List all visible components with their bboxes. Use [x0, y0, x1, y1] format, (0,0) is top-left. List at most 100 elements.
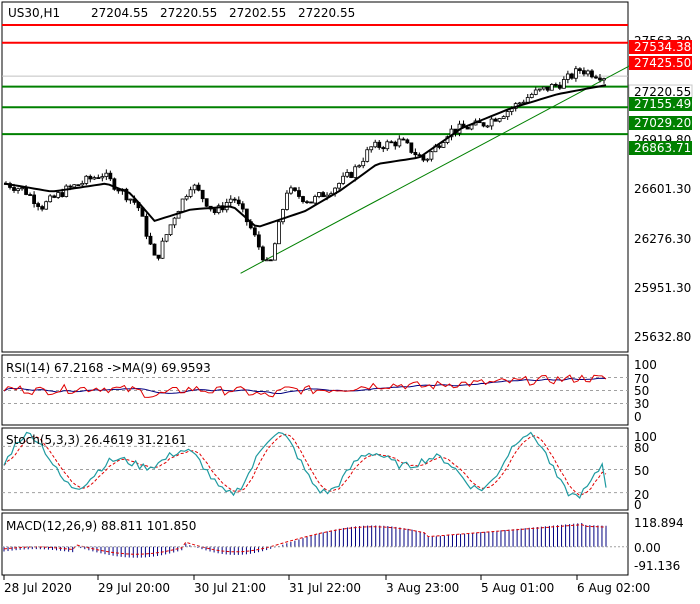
stochastic-series-layer	[2, 431, 628, 500]
rsi-tick: 50	[634, 384, 649, 398]
stoch-tick: 0	[634, 498, 642, 512]
candle-body	[353, 166, 358, 178]
candle-body	[413, 152, 418, 156]
candle-body	[232, 198, 237, 201]
candle-body	[293, 187, 297, 191]
rsi-tick: 70	[634, 372, 649, 386]
candle-body	[228, 198, 233, 203]
candle-body	[297, 190, 301, 197]
candle-body	[44, 201, 49, 210]
candle-body	[578, 68, 582, 72]
level-tag-bg	[629, 97, 692, 111]
candle-body	[285, 192, 289, 210]
candle-body	[212, 208, 217, 214]
candle-body	[553, 84, 558, 86]
candle-body	[36, 203, 41, 207]
candle-body	[481, 122, 486, 127]
candle-body	[489, 118, 494, 127]
candle-body	[429, 151, 434, 160]
candle-body	[80, 183, 85, 186]
trendline	[240, 65, 631, 274]
candle-body	[196, 184, 201, 191]
candle-body	[148, 235, 153, 245]
macd-signal-line	[3, 524, 607, 555]
rsi-line	[3, 374, 607, 398]
candle-body	[377, 141, 382, 148]
price-tick: 25951.30	[634, 281, 691, 295]
candle-body	[501, 116, 506, 119]
stoch-tick: 100	[634, 430, 657, 444]
candle-body	[188, 189, 193, 197]
time-tick: 5 Aug 01:00	[481, 581, 554, 595]
candle-body	[549, 84, 554, 91]
macd-tick: -91.136	[634, 559, 680, 573]
candle-body	[144, 215, 149, 237]
candle-body	[357, 165, 362, 168]
candle-body	[321, 192, 325, 198]
macd-series-layer	[2, 522, 628, 580]
candle-body	[309, 201, 313, 204]
candle-body	[574, 68, 578, 79]
candle-body	[517, 102, 522, 105]
stoch-tick: 50	[634, 464, 649, 478]
candle-body	[525, 97, 530, 103]
level-tag-bg	[629, 56, 692, 70]
candle-body	[505, 111, 510, 118]
candle-body	[345, 172, 350, 177]
price-tick: 26276.30	[634, 232, 691, 246]
candle-body	[537, 88, 542, 91]
candle-body	[180, 198, 185, 212]
candle-body	[272, 243, 277, 261]
candle-body	[373, 141, 378, 148]
candle-body	[582, 70, 586, 75]
candle-body	[264, 259, 269, 262]
candle-body	[389, 141, 394, 144]
candle-body	[48, 195, 53, 203]
candle-body	[437, 145, 442, 148]
candle-body	[289, 187, 293, 194]
candle-body	[168, 224, 173, 236]
ohlc-low: 27202.55	[229, 6, 286, 20]
candle-body	[521, 101, 526, 104]
symbol-label: US30,H1	[8, 6, 60, 20]
candle-body	[28, 194, 32, 196]
candle-body	[529, 94, 534, 98]
candle-body	[68, 185, 73, 188]
candle-body	[172, 217, 177, 226]
candle-body	[184, 196, 189, 200]
candle-body	[397, 138, 402, 147]
level-tag: 27534.38	[634, 40, 691, 54]
candle-body	[204, 198, 209, 207]
candle-body	[40, 206, 45, 210]
time-tick: 30 Jul 21:00	[194, 581, 266, 595]
candle-body	[56, 192, 61, 198]
candle-body	[84, 175, 89, 184]
level-tag: 27425.50	[634, 56, 691, 70]
candle-body	[52, 195, 57, 198]
candle-body	[405, 139, 410, 144]
candle-body	[244, 208, 249, 223]
candle-body	[569, 73, 574, 79]
price-panel[interactable]	[1, 1, 629, 353]
candle-body	[20, 187, 24, 190]
candle-body	[381, 147, 386, 150]
candle-body	[313, 196, 317, 204]
candle-body	[565, 73, 570, 80]
candle-body	[268, 259, 273, 262]
rsi-tick: 0	[634, 410, 642, 424]
rsi-tick: 100	[634, 358, 657, 372]
candle-body	[277, 221, 281, 245]
time-tick: 31 Jul 22:00	[289, 581, 361, 595]
candle-body	[369, 146, 374, 151]
candle-body	[441, 142, 446, 148]
stochastic-label: Stoch(5,3,3) 26.4619 31.2161	[6, 433, 187, 447]
candle-body	[541, 86, 546, 90]
stoch-tick: 80	[634, 441, 649, 455]
candle-body	[16, 188, 20, 191]
price-tick: 26601.30	[634, 182, 691, 196]
macd-label: MACD(12,26,9) 88.811 101.850	[6, 519, 196, 533]
candle-body	[152, 243, 157, 256]
macd-tick: 0.00	[634, 541, 661, 555]
